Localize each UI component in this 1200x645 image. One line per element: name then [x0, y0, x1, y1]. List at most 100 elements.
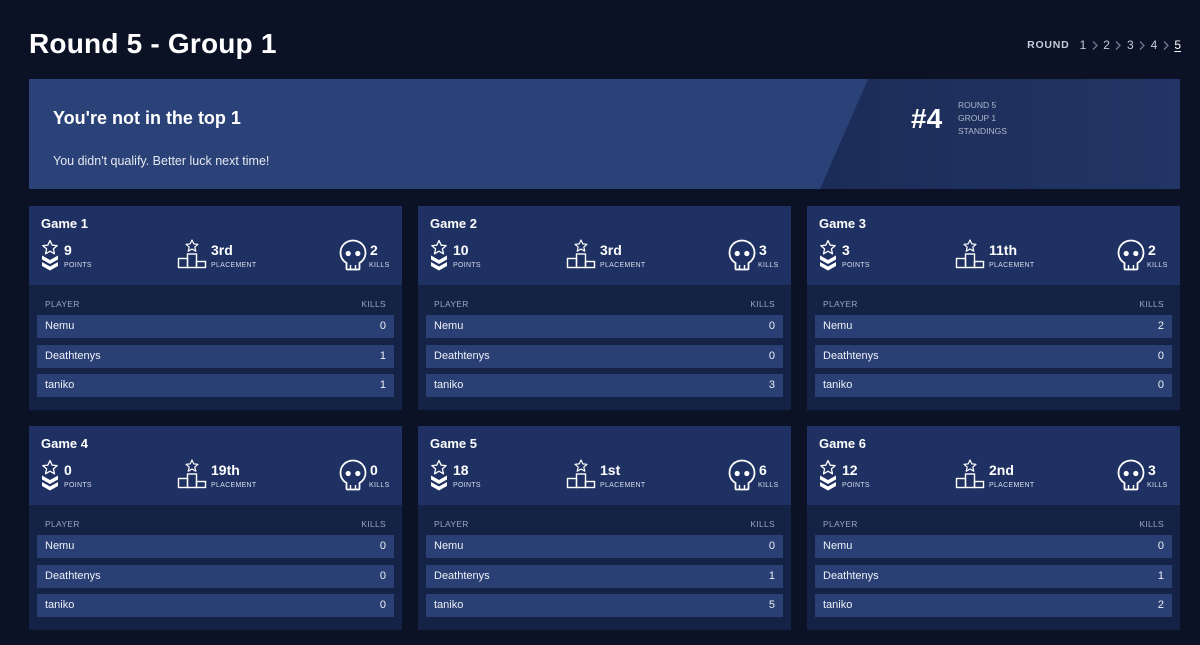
player-kills: 0	[768, 320, 775, 332]
game-title: Game 1	[41, 216, 88, 231]
skull-icon	[339, 239, 367, 276]
points-value: 18	[453, 462, 469, 478]
game-card-5: Game 5 18 POINTS	[418, 426, 791, 630]
kills-value: 3	[759, 242, 767, 258]
chevron-right-icon	[1110, 39, 1127, 51]
player-kills: 1	[379, 379, 386, 391]
round-link-1[interactable]: 1	[1079, 38, 1087, 52]
star-chevron-badge-icon	[40, 239, 60, 276]
player-table-header: PLAYER KILLS	[823, 299, 1164, 311]
player-name: Nemu	[823, 320, 853, 332]
player-row: Deathtenys 1	[426, 564, 783, 588]
player-name: Nemu	[434, 320, 464, 332]
player-table: Nemu 0 Deathtenys 0 taniko 3	[426, 315, 783, 404]
points-value: 12	[842, 462, 858, 478]
player-name: Nemu	[823, 540, 853, 552]
kills-label: KILLS	[369, 262, 390, 269]
player-table: Nemu 0 Deathtenys 1 taniko 2	[815, 535, 1172, 624]
kills-column-header: KILLS	[750, 299, 775, 309]
banner-rank-panel	[820, 79, 1180, 189]
player-kills: 0	[379, 540, 386, 552]
points-label: POINTS	[842, 262, 870, 269]
placement-label: PLACEMENT	[989, 482, 1035, 489]
round-link-5[interactable]: 5	[1174, 38, 1181, 52]
star-chevron-badge-icon	[429, 239, 449, 276]
kills-value: 0	[370, 462, 378, 478]
player-column-header: PLAYER	[434, 299, 469, 309]
player-name: Deathtenys	[434, 569, 490, 582]
star-chevron-badge-icon	[818, 239, 838, 276]
player-kills: 2	[1157, 320, 1164, 332]
round-navigation: ROUND 1 2 3 4 5	[1027, 38, 1181, 52]
kills-label: KILLS	[1147, 482, 1168, 489]
skull-icon	[339, 459, 367, 496]
player-row: taniko 2	[815, 594, 1172, 617]
game-card-header: Game 3 3 POINTS	[807, 206, 1180, 285]
player-row: Deathtenys 0	[426, 344, 783, 368]
player-row: Deathtenys 0	[815, 344, 1172, 368]
player-name: Deathtenys	[823, 569, 879, 582]
player-table-header: PLAYER KILLS	[823, 519, 1164, 531]
kills-column-header: KILLS	[750, 519, 775, 529]
player-table: Nemu 2 Deathtenys 0 taniko 0	[815, 315, 1172, 404]
standing-rank: #4	[911, 103, 943, 134]
player-kills: 0	[768, 540, 775, 552]
player-row: Deathtenys 0	[37, 564, 394, 588]
player-kills: 0	[1157, 379, 1164, 391]
game-card-6: Game 6 12 POINTS	[807, 426, 1180, 630]
podium-star-icon	[177, 239, 207, 274]
player-table-header: PLAYER KILLS	[45, 299, 386, 311]
round-link-3[interactable]: 3	[1126, 38, 1134, 52]
game-card-header: Game 6 12 POINTS	[807, 426, 1180, 505]
player-row: Nemu 0	[37, 535, 394, 558]
points-value: 3	[842, 242, 850, 258]
game-card-1: Game 1 9 POINTS	[29, 206, 402, 410]
game-title: Game 6	[819, 436, 866, 451]
points-label: POINTS	[64, 482, 92, 489]
round-link-2[interactable]: 2	[1103, 38, 1110, 52]
placement-value: 2nd	[989, 462, 1014, 478]
player-row: taniko 1	[37, 374, 394, 397]
placement-value: 3rd	[211, 242, 233, 258]
player-column-header: PLAYER	[45, 299, 80, 309]
skull-icon	[1117, 239, 1145, 276]
player-name: taniko	[45, 379, 75, 391]
podium-star-icon	[955, 239, 985, 274]
game-card-4: Game 4 0 POINTS	[29, 426, 402, 630]
round-label: ROUND	[1027, 39, 1070, 51]
podium-star-icon	[177, 459, 207, 494]
round-link-4[interactable]: 4	[1150, 38, 1158, 52]
player-kills: 1	[768, 569, 775, 582]
game-card-3: Game 3 3 POINTS	[807, 206, 1180, 410]
standing-meta: ROUND 5 GROUP 1 STANDINGS	[958, 99, 1007, 138]
star-chevron-badge-icon	[429, 459, 449, 496]
game-card-header: Game 4 0 POINTS	[29, 426, 402, 505]
player-name: Nemu	[434, 540, 464, 552]
placement-label: PLACEMENT	[211, 262, 257, 269]
player-table-header: PLAYER KILLS	[434, 519, 775, 531]
player-row: Nemu 2	[815, 315, 1172, 338]
player-table-header: PLAYER KILLS	[45, 519, 386, 531]
player-kills: 1	[1157, 569, 1164, 582]
kills-value: 2	[1148, 242, 1156, 258]
player-column-header: PLAYER	[823, 519, 858, 529]
player-kills: 0	[1157, 540, 1164, 552]
player-row: Deathtenys 1	[815, 564, 1172, 588]
qualification-banner: You're not in the top 1 You didn't quali…	[29, 79, 1180, 189]
kills-label: KILLS	[1147, 262, 1168, 269]
kills-column-header: KILLS	[1139, 299, 1164, 309]
player-name: taniko	[434, 379, 464, 391]
standing-label: STANDINGS	[958, 126, 1007, 136]
points-label: POINTS	[453, 262, 481, 269]
skull-icon	[728, 239, 756, 276]
game-title: Game 3	[819, 216, 866, 231]
podium-star-icon	[955, 459, 985, 494]
player-kills: 5	[768, 599, 775, 611]
points-value: 0	[64, 462, 72, 478]
points-label: POINTS	[64, 262, 92, 269]
kills-label: KILLS	[758, 262, 779, 269]
kills-value: 2	[370, 242, 378, 258]
game-title: Game 5	[430, 436, 477, 451]
standing-group: GROUP 1	[958, 113, 997, 123]
